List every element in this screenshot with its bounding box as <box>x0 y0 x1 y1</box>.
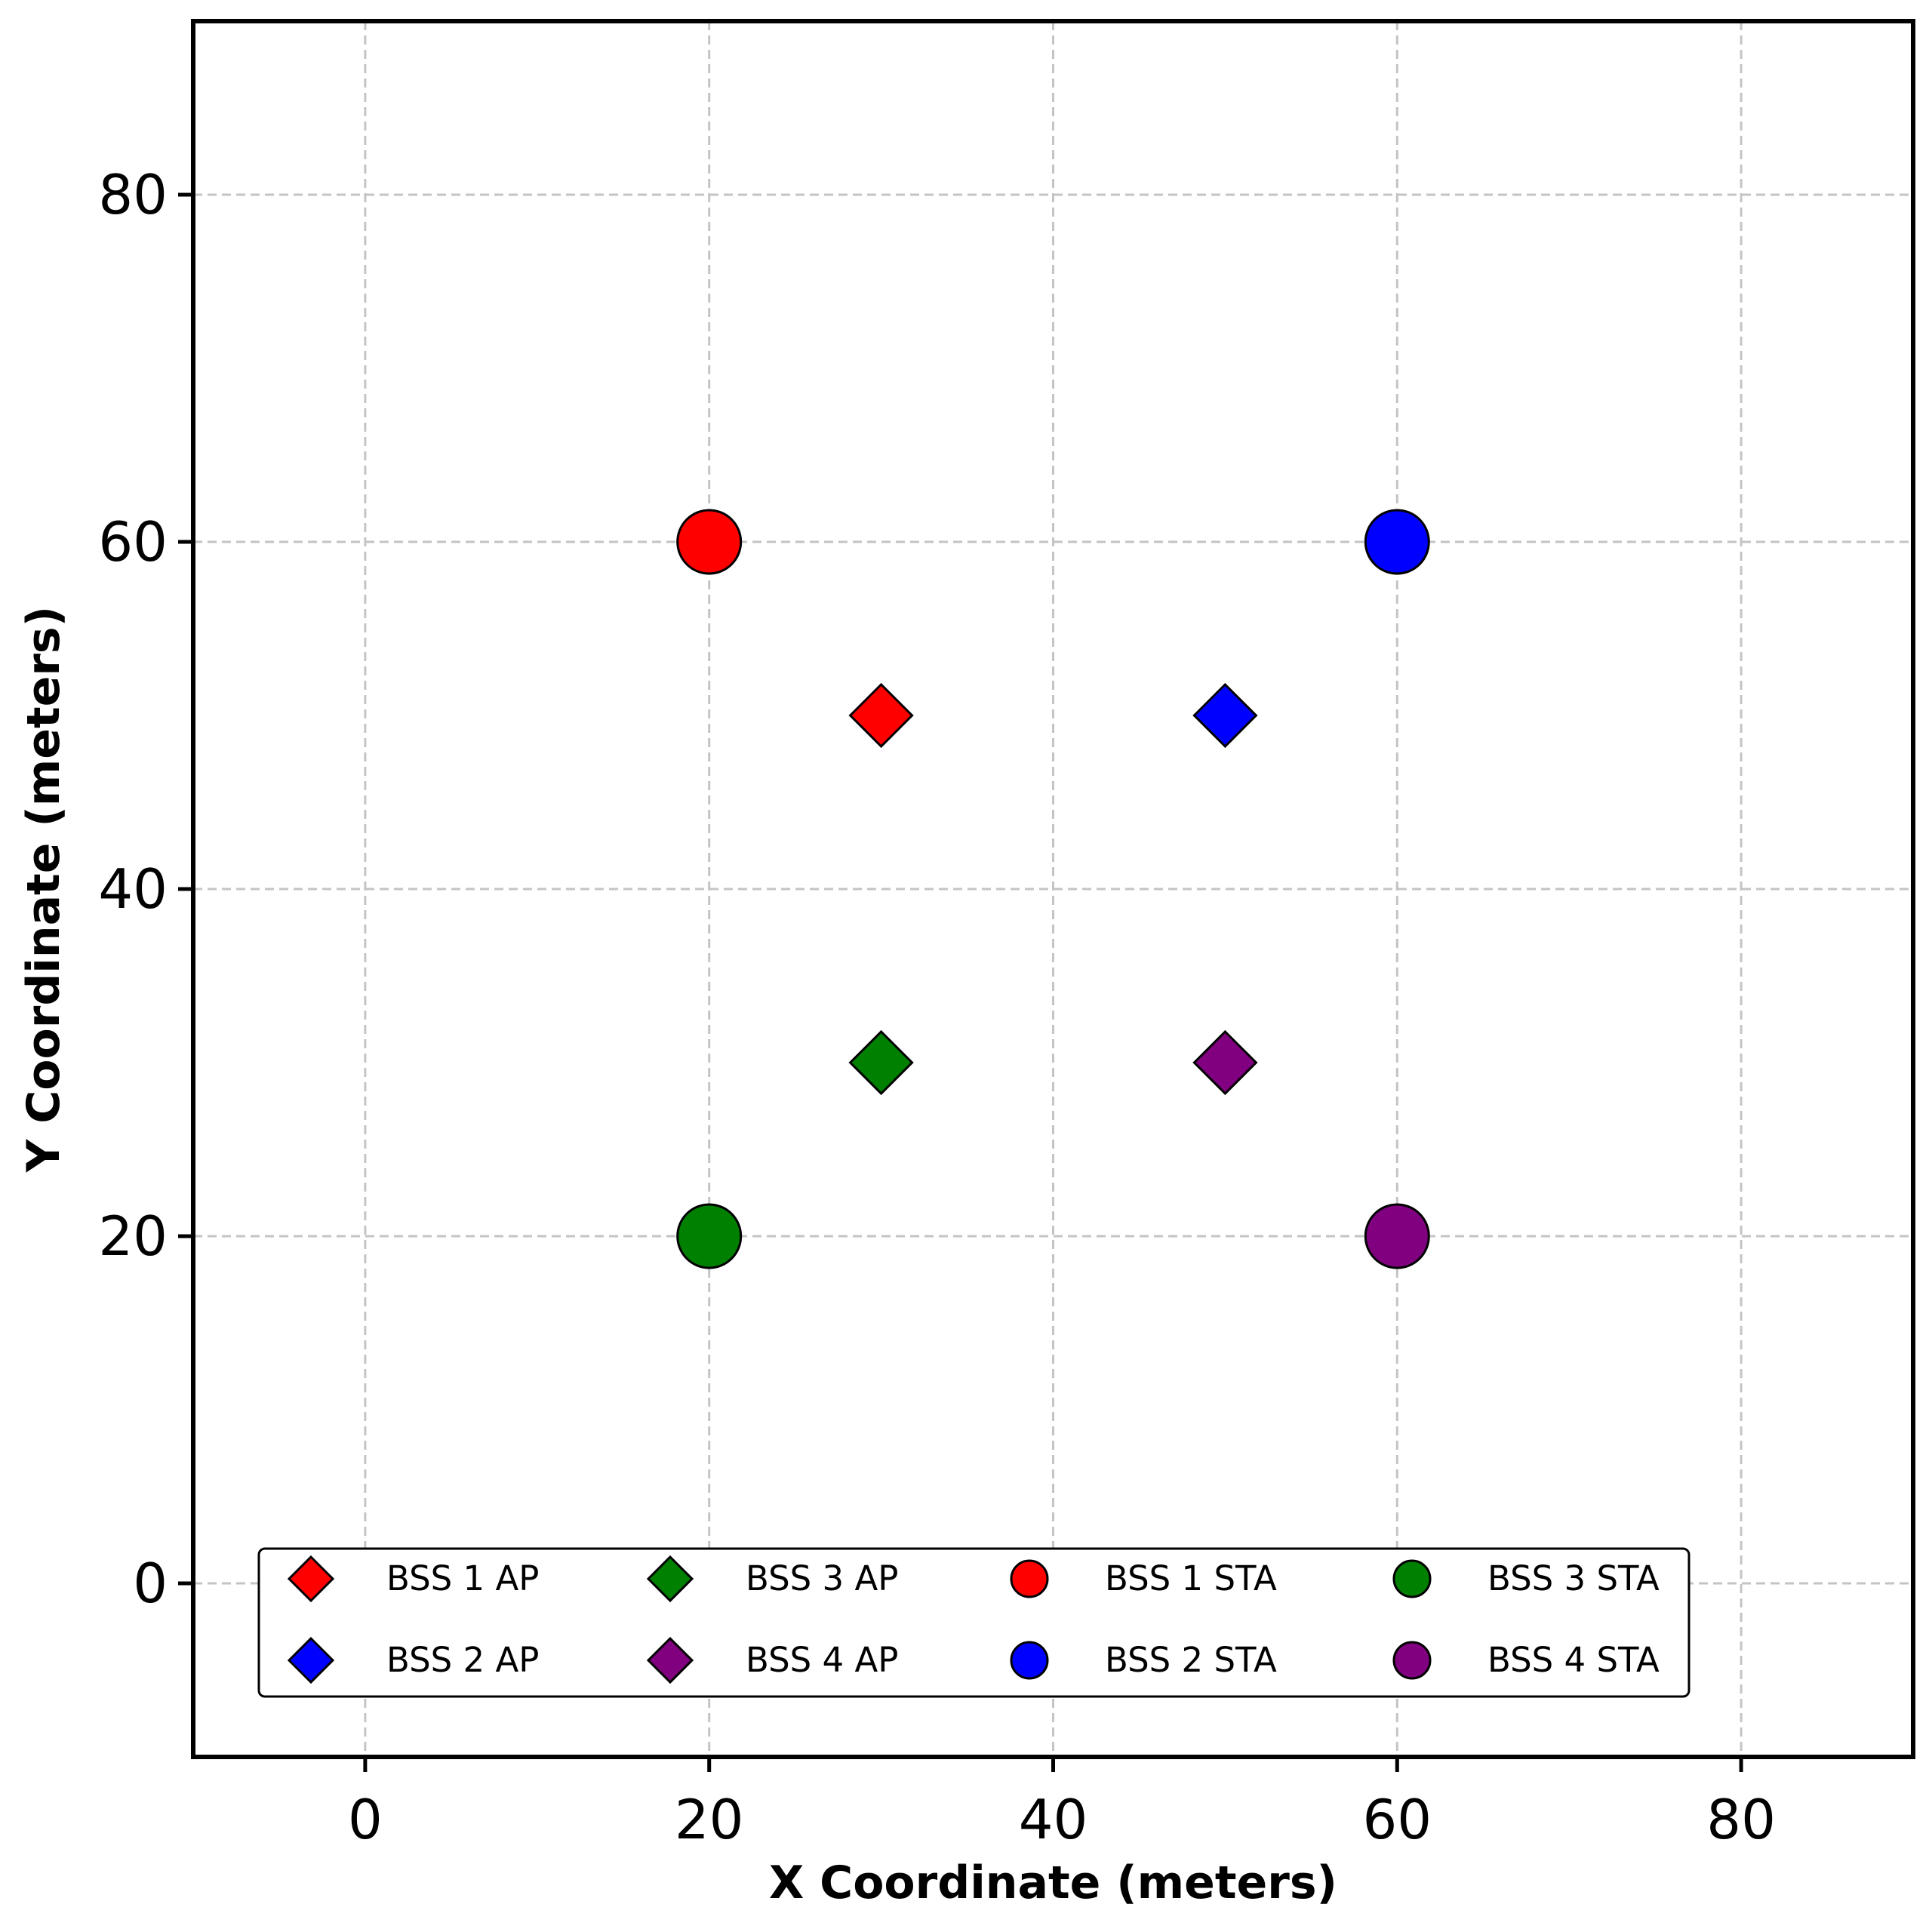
legend-item-bss-3-ap: BSS 3 AP <box>646 1555 898 1603</box>
legend-marker-bss-1-sta <box>1010 1559 1049 1598</box>
legend-label: BSS 4 AP <box>746 1640 898 1680</box>
legend-marker-bss-3-sta <box>1392 1559 1432 1598</box>
legend-label: BSS 2 AP <box>386 1640 539 1680</box>
legend-item-bss-3-sta: BSS 3 STA <box>1392 1558 1660 1598</box>
y-tick-label: 60 <box>98 510 168 574</box>
legend: BSS 1 AP BSS 2 AP BSS 3 AP BSS 4 AP BSS 1 ST… <box>257 1547 1690 1698</box>
plot-frame <box>191 19 1915 1759</box>
x-tick-label: 40 <box>1019 1788 1088 1851</box>
point-bss-1-ap <box>848 682 914 749</box>
point-bss-2-ap <box>1192 682 1258 749</box>
x-tick-label: 20 <box>675 1788 744 1851</box>
legend-item-bss-4-sta: BSS 4 STA <box>1392 1640 1660 1680</box>
grid-lines <box>193 21 1913 1757</box>
legend-label: BSS 3 STA <box>1487 1558 1660 1598</box>
legend-label: BSS 3 AP <box>746 1558 898 1598</box>
y-tick-label: 20 <box>98 1204 168 1268</box>
legend-box <box>257 1547 1690 1698</box>
point-bss-3-ap <box>848 1029 914 1096</box>
y-tick-label: 40 <box>98 857 168 921</box>
point-bss-2-sta <box>1364 509 1430 575</box>
legend-label: BSS 4 STA <box>1487 1640 1660 1680</box>
point-bss-4-sta <box>1364 1203 1430 1269</box>
legend-item-bss-2-sta: BSS 2 STA <box>1010 1640 1277 1680</box>
legend-marker-bss-1-ap <box>287 1555 335 1603</box>
y-tick-label: 0 <box>133 1552 168 1615</box>
legend-label: BSS 1 STA <box>1105 1558 1277 1598</box>
legend-marker-bss-4-sta <box>1392 1641 1432 1680</box>
legend-label: BSS 1 AP <box>386 1558 539 1598</box>
legend-marker-bss-3-ap <box>646 1555 694 1603</box>
x-axis-title: X Coordinate (meters) <box>769 1857 1337 1909</box>
legend-label: BSS 2 STA <box>1105 1640 1277 1680</box>
legend-marker-bss-4-ap <box>646 1636 694 1684</box>
point-bss-1-sta <box>676 509 743 575</box>
legend-item-bss-4-ap: BSS 4 AP <box>646 1636 898 1684</box>
legend-marker-bss-2-sta <box>1010 1641 1049 1680</box>
point-bss-3-sta <box>676 1203 743 1269</box>
x-tick-label: 60 <box>1362 1788 1432 1851</box>
data-points <box>676 509 1430 1269</box>
legend-item-bss-1-ap: BSS 1 AP <box>287 1555 539 1603</box>
legend-item-bss-1-sta: BSS 1 STA <box>1010 1558 1277 1598</box>
point-bss-4-ap <box>1192 1029 1258 1096</box>
axis-ticks: 0 20 40 60 80 0 20 40 60 80 <box>98 163 1776 1851</box>
y-axis-title: Y Coordinate (meters) <box>17 606 70 1173</box>
x-tick-label: 0 <box>348 1788 383 1851</box>
y-tick-label: 80 <box>98 163 168 226</box>
legend-item-bss-2-ap: BSS 2 AP <box>287 1636 539 1684</box>
x-tick-label: 80 <box>1706 1788 1776 1851</box>
legend-marker-bss-2-ap <box>287 1636 335 1684</box>
